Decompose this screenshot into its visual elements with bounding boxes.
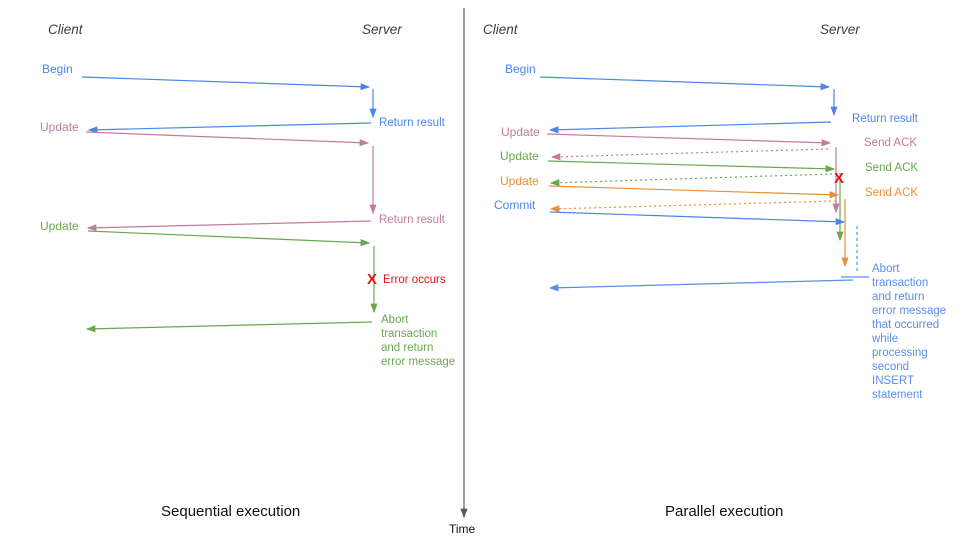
right-update-2-label: Update <box>500 149 539 163</box>
right-update-1-label: Update <box>501 125 540 139</box>
left-error-occurs-label: Error occurs <box>383 274 446 286</box>
right-send-ack-3-label: Send ACK <box>865 187 919 199</box>
right-update-2-request-arrow <box>547 160 836 173</box>
right-abort-return-arrow <box>548 279 854 292</box>
right-update-3-label: Update <box>500 174 539 188</box>
right-send-ack-1-dotted-arrow <box>550 148 829 161</box>
left-update-2-label: Update <box>40 219 79 233</box>
left-update-2-request-arrow <box>87 230 371 247</box>
right-return-result-arrow <box>548 121 832 134</box>
left-begin-label: Begin <box>42 62 73 76</box>
left-update2-flow <box>85 230 378 333</box>
right-return-result-label: Return result <box>852 113 918 125</box>
right-update2-flow <box>547 160 844 242</box>
right-client-header: Client <box>483 22 518 37</box>
left-update-1-label: Update <box>40 120 79 134</box>
right-caption: Parallel execution <box>665 503 784 520</box>
left-return-result-2-label: Return result <box>379 214 445 226</box>
left-caption: Sequential execution <box>161 503 301 520</box>
left-server-header: Server <box>362 22 402 37</box>
right-begin-label: Begin <box>505 62 536 76</box>
right-update-1-request-arrow <box>546 133 832 147</box>
right-commit-request-arrow <box>549 211 846 226</box>
right-error-x-icon: X <box>834 170 845 187</box>
left-abort-note: Abort transaction and return error messa… <box>381 314 456 368</box>
left-begin-request-arrow <box>81 76 371 91</box>
right-abort-note: Abort transaction and return error messa… <box>872 263 947 401</box>
left-error-x-icon: X <box>367 271 378 288</box>
right-begin-request-arrow <box>539 76 831 91</box>
right-update3-flow <box>548 185 849 268</box>
left-return-result-2-arrow <box>86 220 372 232</box>
right-update1-flow <box>546 133 840 214</box>
left-begin-flow <box>81 76 377 134</box>
right-update-3-request-arrow <box>548 185 840 199</box>
left-return-result-1-arrow <box>87 122 372 134</box>
time-axis-label: Time <box>449 522 476 536</box>
right-send-ack-1-label: Send ACK <box>864 137 918 149</box>
left-return-result-1-label: Return result <box>379 117 445 129</box>
left-abort-return-arrow <box>85 321 373 333</box>
right-send-ack-3-dotted-arrow <box>549 200 837 213</box>
left-client-header: Client <box>48 22 83 37</box>
right-commit-label: Commit <box>494 198 536 212</box>
left-update1-flow <box>85 131 377 232</box>
right-begin-flow <box>539 76 838 134</box>
right-send-ack-2-label: Send ACK <box>865 162 919 174</box>
right-abort-flow <box>548 226 869 292</box>
left-update-1-request-arrow <box>85 131 370 147</box>
right-commit-flow <box>549 211 846 226</box>
right-server-header: Server <box>820 22 860 37</box>
right-send-ack-2-dotted-arrow <box>549 173 833 187</box>
